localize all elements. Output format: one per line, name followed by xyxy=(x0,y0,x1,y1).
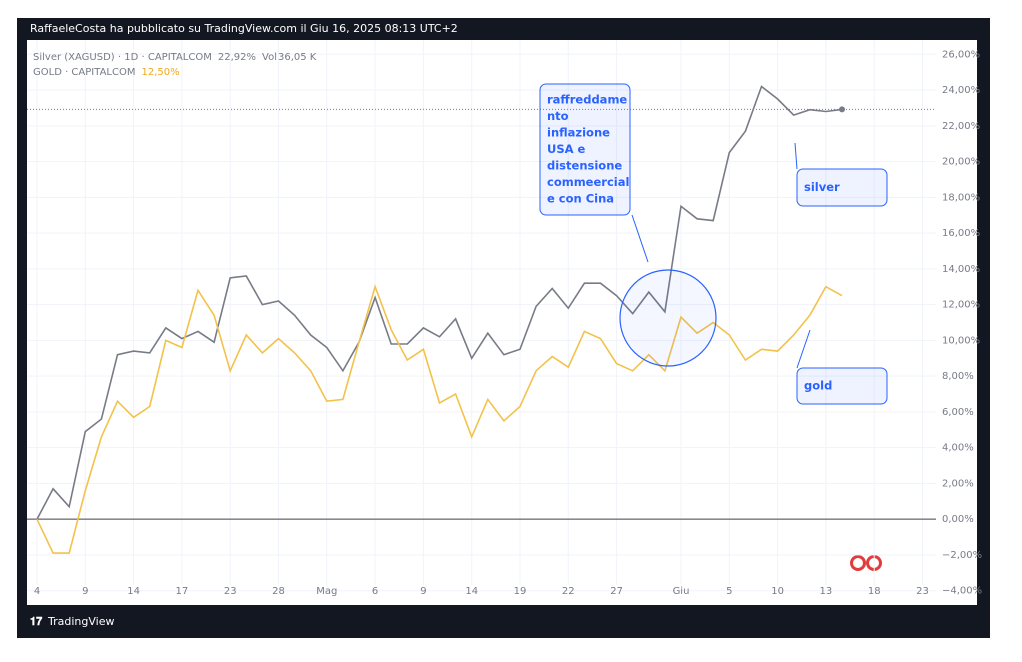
y-tick-label: 6,00% xyxy=(942,407,974,418)
series-line xyxy=(36,284,843,554)
callout-text: distensione xyxy=(547,159,622,173)
x-tick-label: 14 xyxy=(465,586,478,597)
legend-value: 22,92% xyxy=(218,52,256,63)
y-tick-label: 0,00% xyxy=(942,514,974,525)
callout-pointer xyxy=(631,214,649,263)
y-tick-label: 2,00% xyxy=(942,478,974,489)
y-tick-label: 4,00% xyxy=(942,443,974,454)
y-tick-label: 20,00% xyxy=(942,157,980,168)
legend-volume: 36,05 K xyxy=(278,52,317,63)
callout-box xyxy=(796,367,888,405)
x-tick-label: 28 xyxy=(272,586,285,597)
highlight-circle xyxy=(619,269,717,367)
y-tick-label: 8,00% xyxy=(942,371,974,382)
y-tick-label: 12,00% xyxy=(942,300,980,311)
x-tick-label: Mag xyxy=(316,586,337,597)
y-tick-label: −4,00% xyxy=(942,586,982,597)
callout-text: inflazione xyxy=(547,126,610,140)
y-tick-label: 16,00% xyxy=(942,228,980,239)
callout-pointer xyxy=(794,142,798,170)
x-tick-label: 19 xyxy=(514,586,527,597)
callout-text: gold xyxy=(804,379,832,393)
last-point xyxy=(839,106,845,113)
header: RaffaeleCosta ha pubblicato su TradingVi… xyxy=(30,22,458,35)
x-tick-label: 5 xyxy=(726,586,732,597)
x-tick-label: 18 xyxy=(868,586,881,597)
callout-box xyxy=(796,168,888,207)
x-tick-label: Giu xyxy=(673,586,690,597)
callout-text: commeercial xyxy=(547,175,629,189)
series-line xyxy=(36,85,843,520)
y-tick-label: 18,00% xyxy=(942,192,980,203)
x-tick-label: 4 xyxy=(34,586,40,597)
callout-text: e con Cina xyxy=(547,192,614,206)
x-tick-label: 6 xyxy=(372,586,378,597)
flags xyxy=(850,555,882,571)
x-tick-label: 27 xyxy=(610,586,623,597)
x-tick-label: 23 xyxy=(916,586,929,597)
y-tick-label: 14,00% xyxy=(942,264,980,275)
chart-area xyxy=(27,40,977,605)
y-tick-label: 22,00% xyxy=(942,121,980,132)
callout-pointer xyxy=(796,329,811,369)
x-tick-label: 14 xyxy=(127,586,140,597)
x-tick-label: 17 xyxy=(176,586,189,597)
y-tick-label: 10,00% xyxy=(942,335,980,346)
y-tick-label: 26,00% xyxy=(942,49,980,60)
callout-text: silver xyxy=(804,180,840,194)
x-tick-label: 9 xyxy=(82,586,88,597)
y-tick-label: −2,00% xyxy=(942,550,982,561)
callout-text: nto xyxy=(547,109,569,123)
legend-name: Silver (XAGUSD) · 1D · CAPITALCOM xyxy=(33,52,212,63)
x-tick-label: 10 xyxy=(771,586,784,597)
footer: TradingView xyxy=(47,615,114,628)
legend-volume-label: Vol xyxy=(262,52,277,63)
x-tick-label: 23 xyxy=(224,586,237,597)
y-tick-label: 24,00% xyxy=(942,85,980,96)
x-tick-label: 22 xyxy=(562,586,575,597)
callout-text: USA e xyxy=(547,142,586,156)
callout-box xyxy=(539,83,631,216)
legend-value: 12,50% xyxy=(141,67,179,78)
flag-icon xyxy=(853,558,863,568)
x-tick-label: 13 xyxy=(820,586,833,597)
x-tick-label: 9 xyxy=(420,586,426,597)
plot xyxy=(27,40,936,592)
callout-text: raffreddame xyxy=(547,93,627,107)
legend-name: GOLD · CAPITALCOM xyxy=(33,67,135,78)
logo-mark: 𝟏𝟕 xyxy=(30,615,43,628)
